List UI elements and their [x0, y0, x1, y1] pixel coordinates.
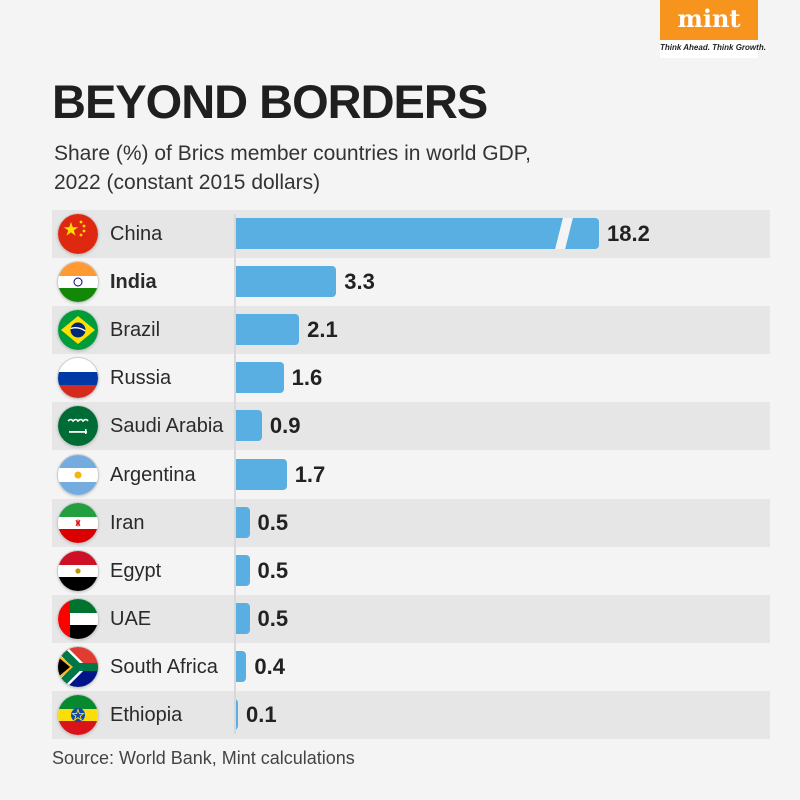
chart-title: BEYOND BORDERS	[52, 75, 488, 128]
category-label-ethiopia: Ethiopia	[110, 704, 183, 726]
egypt-flag-icon	[58, 550, 98, 591]
bar-south-africa	[234, 650, 247, 682]
chart-row-argentina: Argentina 1.7	[52, 451, 770, 499]
value-label-saudi-arabia: 0.9	[269, 413, 301, 439]
chart-row-ethiopia: Ethiopia 0.1	[52, 691, 770, 739]
bar-saudi-arabia	[234, 410, 262, 442]
chart-row-saudi-arabia: Saudi Arabia 0.9	[52, 402, 770, 451]
value-label-india: 3.3	[344, 269, 375, 295]
bar-india	[234, 266, 337, 298]
category-label-russia: Russia	[110, 367, 172, 390]
chart-row-brazil: Brazil 2.1	[52, 306, 770, 355]
subtitle-line-2: 2022 (constant 2015 dollars)	[54, 171, 321, 194]
iran-flag-icon	[58, 502, 98, 543]
value-label-china: 18.2	[607, 221, 650, 246]
category-label-india: India	[110, 271, 157, 294]
value-label-south-africa: 0.4	[254, 653, 285, 679]
source-note: Source: World Bank, Mint calculations	[52, 748, 355, 768]
bar-china	[234, 218, 599, 249]
category-label-saudi-arabia: Saudi Arabia	[110, 415, 224, 438]
bar-brazil	[234, 314, 300, 346]
saudi-arabia-flag-icon	[58, 406, 98, 447]
chart-subtitle: Share (%) of Brics member countries in w…	[54, 139, 654, 197]
uae-flag-icon	[58, 598, 98, 639]
mint-tagline: Think Ahead. Think Growth.	[660, 43, 766, 52]
value-label-russia: 1.6	[291, 365, 323, 391]
value-label-ethiopia: 0.1	[246, 702, 277, 727]
category-label-china: China	[110, 223, 163, 245]
chart-row-egypt: Egypt 0.5	[52, 547, 770, 595]
subtitle-line-1: Share (%) of Brics member countries in w…	[54, 142, 531, 165]
category-label-egypt: Egypt	[110, 559, 162, 582]
argentina-flag-icon	[58, 454, 98, 495]
mint-logo: mint Think Ahead. Think Growth.	[660, 0, 766, 58]
india-flag-icon	[58, 262, 98, 303]
chart-baseline	[234, 214, 236, 734]
chart-row-uae: UAE 0.5	[52, 594, 770, 643]
south-africa-flag-icon	[58, 646, 98, 687]
chart-row-india: India 3.3	[52, 258, 770, 306]
chart-row-south-africa: South Africa 0.4	[52, 643, 770, 691]
ethiopia-flag-icon	[58, 695, 98, 735]
chart-row-iran: Iran 0.5	[52, 498, 770, 547]
bar-uae	[234, 602, 250, 634]
bar-egypt	[234, 554, 250, 586]
category-label-south-africa: South Africa	[110, 655, 218, 678]
category-label-argentina: Argentina	[110, 463, 196, 486]
value-label-iran: 0.5	[257, 509, 289, 535]
bar-russia	[234, 362, 284, 394]
category-label-iran: Iran	[110, 511, 145, 534]
bar-argentina	[234, 458, 287, 490]
chart-row-china: China 18.2	[52, 210, 770, 258]
category-label-uae: UAE	[110, 607, 152, 630]
value-label-egypt: 0.5	[257, 557, 289, 583]
value-label-argentina: 1.7	[294, 461, 326, 487]
chart-row-russia: Russia 1.6	[52, 354, 770, 402]
value-label-brazil: 2.1	[307, 317, 338, 343]
mint-logo-wordmark: mint	[660, 0, 758, 40]
category-label-brazil: Brazil	[110, 319, 161, 342]
bar-ethiopia	[234, 699, 238, 730]
russia-flag-icon	[58, 358, 98, 399]
brazil-flag-icon	[58, 310, 98, 351]
value-label-uae: 0.5	[257, 605, 289, 631]
china-flag-icon	[58, 214, 98, 254]
bar-iran	[234, 506, 250, 538]
